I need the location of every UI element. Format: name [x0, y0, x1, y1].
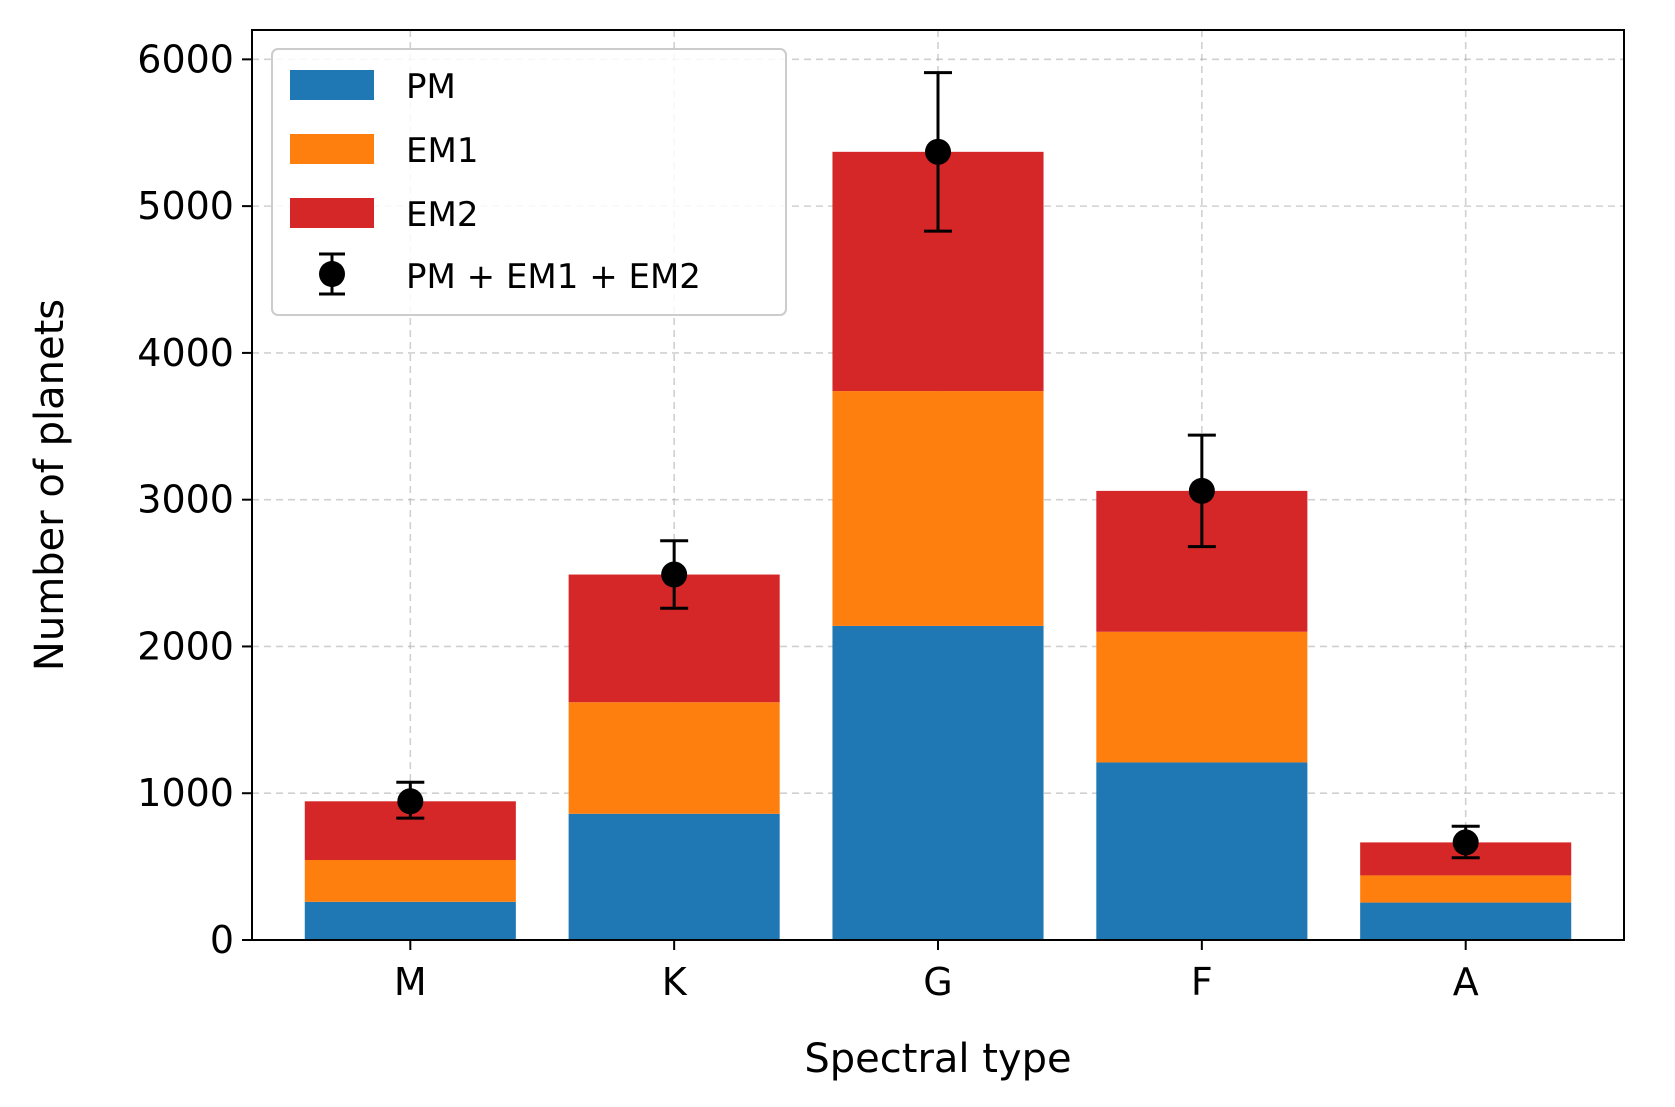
y-tick-label: 3000: [137, 478, 234, 522]
bar-pm-a: [1360, 902, 1572, 940]
legend-swatch-em2: [290, 198, 374, 228]
bar-em1-a: [1360, 875, 1572, 903]
x-tick-label: F: [1191, 960, 1213, 1004]
legend: PM EM1 EM2 PM + EM1 + EM2: [271, 48, 787, 316]
bar-em1-m: [304, 860, 516, 902]
y-axis-title: Number of planets: [27, 299, 73, 671]
bar-pm-g: [832, 625, 1044, 940]
bar-em1-g: [832, 391, 1044, 626]
x-tick-label: M: [394, 960, 427, 1004]
total-point-f: [1187, 433, 1216, 549]
bar-em1-k: [568, 702, 780, 814]
legend-swatch-pm: [290, 70, 374, 100]
y-tick-label: 1000: [137, 771, 234, 815]
x-tick-label: K: [662, 960, 688, 1004]
total-point-g: [924, 71, 952, 233]
bar-pm-f: [1096, 762, 1308, 940]
legend-marker-total: [319, 252, 345, 296]
y-tick-label: 6000: [137, 37, 234, 81]
legend-swatch-em1: [290, 134, 374, 164]
bar-pm-m: [304, 901, 516, 940]
bar-pm-k: [568, 813, 780, 940]
y-tick-label: 2000: [137, 624, 234, 668]
y-tick-label: 0: [210, 918, 234, 962]
total-point-a: [1451, 824, 1480, 860]
legend-label-em2: EM2: [406, 195, 478, 235]
x-tick-label: G: [923, 960, 952, 1004]
bars: [304, 151, 1572, 940]
total-point-m: [396, 780, 425, 820]
y-tick-label: 5000: [137, 184, 234, 228]
legend-label-pm: PM: [406, 67, 456, 107]
x-tick-label: A: [1453, 960, 1479, 1004]
x-axis-title: Spectral type: [804, 1036, 1071, 1082]
legend-label-total: PM + EM1 + EM2: [406, 257, 701, 297]
y-tick-label: 4000: [137, 331, 234, 375]
legend-box: [271, 48, 787, 316]
legend-label-em1: EM1: [406, 131, 478, 171]
total-point-k: [660, 539, 689, 610]
bar-em1-f: [1096, 631, 1308, 763]
total-errorbars: [396, 71, 1480, 860]
y-axis-ticks: 0 1000 2000 3000 4000 5000 6000: [137, 37, 252, 962]
